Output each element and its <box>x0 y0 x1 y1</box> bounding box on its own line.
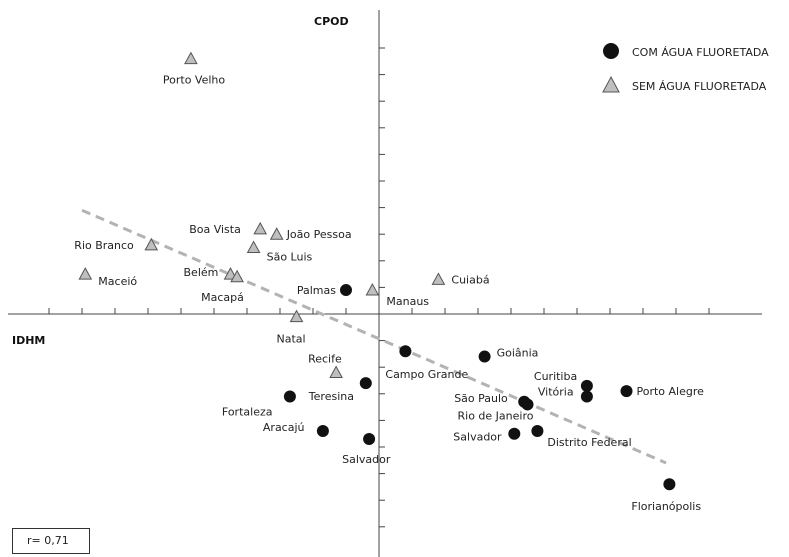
point-label: São Luis <box>267 251 313 264</box>
point-with-fluoride <box>359 377 372 390</box>
correlation-box: r= 0,71 <box>12 528 90 554</box>
point-label: São Paulo <box>454 392 508 405</box>
point-with-fluoride <box>478 350 491 363</box>
point-label: Florianópolis <box>631 500 701 513</box>
point-label: Salvador <box>453 431 502 444</box>
point-label: Porto Velho <box>163 74 225 87</box>
point-without-fluoride <box>184 51 198 65</box>
point-label: Palmas <box>297 284 336 297</box>
point-label: João Pessoa <box>286 228 352 241</box>
point-with-fluoride <box>620 385 633 398</box>
point-label: Rio de Janeiro <box>458 409 534 422</box>
point-label: Salvador <box>342 453 391 466</box>
legend-label-without-fluoride: SEM ÁGUA FLUORETADA <box>632 80 767 93</box>
point-without-fluoride <box>253 221 268 235</box>
point-without-fluoride <box>365 283 380 296</box>
axes <box>8 10 762 557</box>
correlation-label: r= 0,71 <box>27 534 69 547</box>
point-label: Goiânia <box>497 347 539 360</box>
point-label: Fortaleza <box>222 405 273 418</box>
data-points <box>78 51 676 491</box>
legend: COM ÁGUA FLUORETADA SEM ÁGUA FLUORETADA <box>602 43 769 93</box>
x-axis-title: IDHM <box>12 334 45 347</box>
point-without-fluoride <box>144 237 159 251</box>
point-label: Teresina <box>308 390 354 403</box>
point-label: Boa Vista <box>189 223 241 236</box>
point-label: Belém <box>184 266 219 279</box>
point-label: Rio Branco <box>74 239 134 252</box>
point-label: Curitiba <box>534 370 577 383</box>
point-without-fluoride <box>246 240 261 253</box>
point-label: Campo Grande <box>385 368 468 381</box>
point-label: Cuiabá <box>451 273 489 286</box>
trendline <box>81 208 667 465</box>
point-with-fluoride <box>340 284 352 297</box>
point-label: Maceió <box>98 275 137 288</box>
point-label: Macapá <box>201 291 244 304</box>
point-with-fluoride <box>363 433 376 446</box>
point-label: Porto Alegre <box>637 385 705 398</box>
point-label: Aracajú <box>263 421 305 434</box>
point-with-fluoride <box>399 345 412 358</box>
point-without-fluoride <box>269 227 284 240</box>
point-with-fluoride <box>283 390 296 403</box>
point-with-fluoride <box>580 379 593 392</box>
point-label: Recife <box>308 353 342 366</box>
point-with-fluoride <box>508 427 521 440</box>
point-without-fluoride <box>431 272 446 285</box>
point-without-fluoride <box>329 365 343 379</box>
point-without-fluoride <box>78 267 93 280</box>
point-with-fluoride <box>316 425 329 438</box>
point-with-fluoride <box>531 425 544 438</box>
point-with-fluoride <box>521 398 534 411</box>
legend-circle-marker <box>603 43 619 59</box>
point-label: Manaus <box>386 295 429 308</box>
point-label: Vitória <box>538 385 574 398</box>
legend-label-with-fluoride: COM ÁGUA FLUORETADA <box>632 46 769 59</box>
point-with-fluoride <box>663 478 676 491</box>
point-without-fluoride <box>289 309 304 323</box>
legend-triangle-marker <box>602 75 620 93</box>
point-label: Distrito Federal <box>547 436 631 449</box>
point-labels: Palmas Campo Grande Goiânia Teresina Fortale… <box>74 74 704 514</box>
point-label: Natal <box>277 333 306 346</box>
y-axis-title: CPOD <box>314 15 349 28</box>
point-with-fluoride <box>580 390 593 403</box>
point-without-fluoride <box>230 269 244 283</box>
